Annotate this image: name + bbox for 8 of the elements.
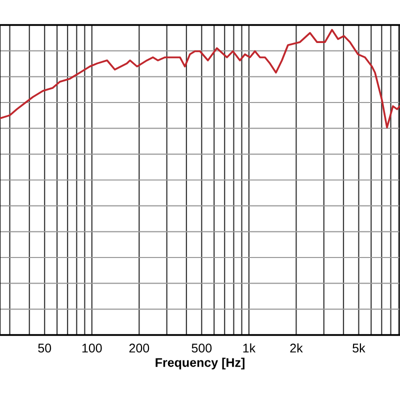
x-tick-label: 1k (243, 343, 256, 352)
x-tick-label: 500 (192, 344, 212, 353)
x-tick-label: 2k (290, 343, 303, 352)
x-tick-label: 100 (82, 344, 102, 353)
x-tick-label: 50 (38, 344, 52, 353)
x-axis-title: Frequency [Hz] (156, 358, 244, 370)
x-tick-label: 200 (129, 344, 150, 353)
x-tick-label: 5k (352, 343, 366, 353)
